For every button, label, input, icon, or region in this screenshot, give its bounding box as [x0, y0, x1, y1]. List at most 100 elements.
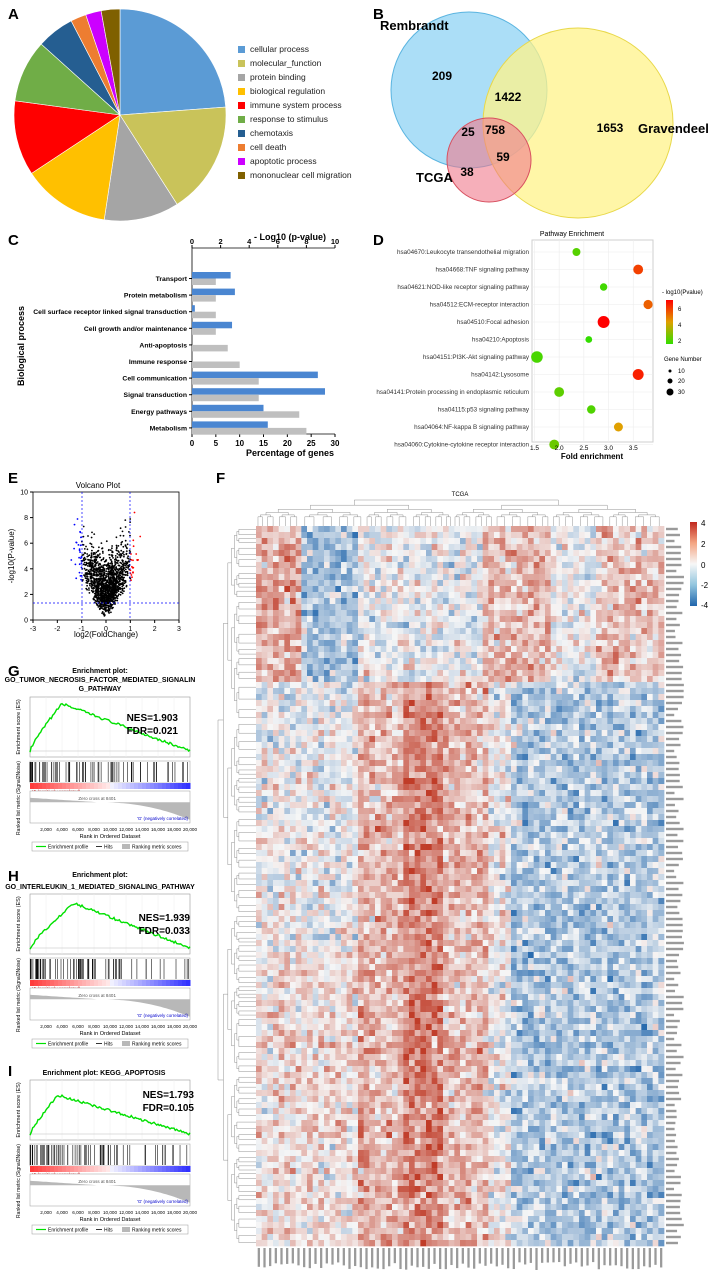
f-cell — [533, 532, 540, 539]
f-cell — [448, 718, 455, 725]
f-cell — [346, 532, 353, 539]
f-cell — [431, 592, 438, 599]
e-point — [91, 545, 93, 548]
f-cell — [562, 598, 569, 605]
f-cell — [397, 664, 404, 671]
f-cell — [579, 622, 586, 629]
f-cell — [392, 652, 399, 659]
f-cell — [618, 544, 625, 551]
e-point — [119, 574, 122, 577]
f-cell — [318, 670, 325, 677]
f-cell — [499, 676, 506, 683]
e-point — [88, 587, 90, 589]
f-cell — [630, 568, 637, 575]
f-cell — [471, 694, 478, 701]
f-cell — [590, 556, 597, 563]
f-cell — [499, 640, 506, 647]
f-cell — [579, 694, 586, 701]
f-cell — [392, 628, 399, 635]
pie-legend-swatch — [238, 88, 245, 95]
e-y-tick-label: 0 — [24, 618, 28, 625]
f-cell — [392, 556, 399, 563]
f-cell — [397, 640, 404, 647]
e-point — [105, 582, 107, 584]
f-cell — [539, 664, 546, 671]
f-cell — [562, 640, 569, 647]
e-point — [120, 591, 123, 594]
f-cell — [363, 652, 370, 659]
f-cell — [403, 688, 410, 695]
f-cell — [652, 562, 659, 569]
f-cell — [590, 718, 597, 725]
f-cell — [386, 574, 393, 581]
f-cell — [420, 652, 427, 659]
f-cell — [443, 628, 450, 635]
f-cell — [278, 676, 285, 683]
e-point — [107, 606, 110, 608]
f-cell — [607, 634, 614, 641]
f-cell — [579, 562, 586, 569]
f-cell — [635, 646, 642, 653]
e-point — [117, 564, 120, 567]
f-cell — [341, 562, 348, 569]
e-point — [95, 595, 98, 598]
f-cell — [448, 682, 455, 689]
e-point — [85, 572, 88, 574]
e-point — [100, 590, 103, 592]
f-cell — [295, 634, 302, 641]
f-cell — [607, 628, 614, 635]
f-cell — [573, 592, 580, 599]
f-cell — [335, 538, 342, 545]
f-cell — [392, 538, 399, 545]
f-cell — [641, 550, 648, 557]
e-point — [82, 579, 84, 581]
f-cell — [562, 712, 569, 719]
f-cell — [386, 544, 393, 551]
e-point — [119, 561, 122, 564]
f-cell — [579, 676, 586, 683]
f-cell — [613, 556, 620, 563]
f-cell — [545, 730, 552, 737]
e-point — [100, 573, 102, 575]
f-cell — [380, 730, 387, 737]
f-cell — [596, 556, 603, 563]
f-cell — [482, 652, 489, 659]
f-cell — [380, 532, 387, 539]
f-cell — [307, 634, 314, 641]
f-cell — [505, 586, 512, 593]
f-cell — [290, 724, 297, 731]
f-cell — [562, 610, 569, 617]
e-point — [92, 583, 95, 585]
f-cell — [295, 622, 302, 629]
f-cell — [528, 598, 535, 605]
f-cell — [511, 640, 518, 647]
f-cell — [358, 658, 365, 665]
f-cell — [329, 532, 336, 539]
f-cell — [341, 718, 348, 725]
f-cell — [652, 718, 659, 725]
f-cell — [584, 700, 591, 707]
f-cell — [295, 526, 302, 533]
panel-b-venn-diagram: Rembrandt Gravendeel TCGA 209 1422 1653 … — [380, 11, 709, 219]
f-cell — [278, 568, 285, 575]
f-cell — [420, 622, 427, 629]
c-category-label: Immune response — [129, 359, 187, 366]
f-cell — [443, 532, 450, 539]
f-cell — [290, 568, 297, 575]
f-cell — [658, 538, 665, 545]
f-cell — [448, 664, 455, 671]
f-cell — [647, 526, 654, 533]
f-cell — [380, 526, 387, 533]
f-cell — [409, 622, 416, 629]
f-cell — [324, 712, 331, 719]
f-cell — [454, 580, 461, 587]
f-cell — [318, 628, 325, 635]
f-cell — [596, 700, 603, 707]
f-cell — [301, 664, 308, 671]
f-cell — [448, 538, 455, 545]
e-point — [112, 587, 115, 590]
e-point — [102, 600, 104, 603]
f-cell — [261, 592, 268, 599]
f-cell — [584, 652, 591, 659]
f-cell — [295, 652, 302, 659]
